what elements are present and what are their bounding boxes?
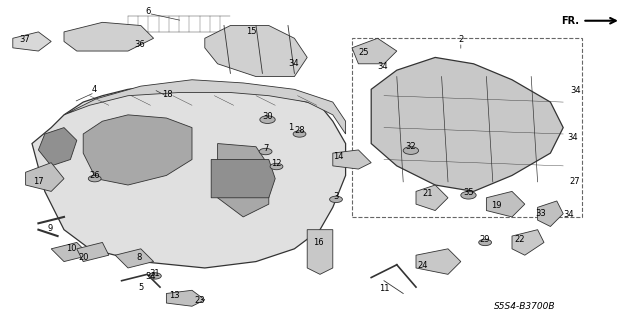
Text: 18: 18 (163, 90, 173, 99)
Text: 31: 31 (150, 269, 160, 278)
Text: 34: 34 (563, 210, 573, 219)
Polygon shape (115, 249, 154, 268)
Text: 27: 27 (570, 177, 580, 186)
Polygon shape (51, 242, 90, 262)
Polygon shape (38, 128, 77, 166)
Polygon shape (32, 86, 346, 268)
Polygon shape (352, 38, 397, 64)
Circle shape (461, 191, 476, 199)
Text: 24: 24 (417, 261, 428, 270)
Text: 32: 32 (406, 142, 416, 151)
Text: 8: 8 (137, 253, 142, 262)
Text: 34: 34 (378, 62, 388, 71)
Text: 13: 13 (169, 291, 179, 300)
Circle shape (88, 175, 101, 182)
Text: 30: 30 (262, 112, 273, 121)
Circle shape (330, 196, 342, 203)
Text: 17: 17 (33, 177, 44, 186)
Polygon shape (538, 201, 563, 226)
Bar (352, 38, 582, 217)
Text: 34: 34 (145, 272, 156, 281)
Text: 10: 10 (67, 244, 77, 253)
Text: 35: 35 (463, 188, 474, 197)
Circle shape (270, 163, 283, 170)
Text: 6: 6 (146, 7, 151, 16)
Polygon shape (13, 32, 51, 51)
Text: 1: 1 (289, 123, 294, 132)
Text: 37: 37 (19, 35, 29, 44)
Text: 7: 7 (263, 144, 268, 153)
Text: 29: 29 (480, 235, 490, 244)
Text: 28: 28 (294, 126, 305, 135)
Text: 3: 3 (333, 192, 339, 201)
Text: 21: 21 (422, 189, 433, 198)
Polygon shape (166, 290, 205, 306)
Circle shape (260, 116, 275, 123)
Text: 4: 4 (92, 85, 97, 94)
Polygon shape (64, 80, 346, 134)
Polygon shape (333, 150, 371, 169)
Text: 34: 34 (568, 133, 578, 142)
Polygon shape (486, 191, 525, 217)
Text: 36: 36 (134, 40, 145, 48)
Polygon shape (211, 160, 275, 198)
Text: FR.: FR. (561, 16, 579, 26)
Text: 20: 20 (78, 253, 88, 262)
Polygon shape (512, 230, 544, 255)
Circle shape (259, 148, 272, 155)
Circle shape (293, 131, 306, 137)
Text: 11: 11 (379, 284, 389, 293)
Text: 19: 19 (491, 201, 501, 210)
Text: 15: 15 (246, 27, 256, 36)
Text: 25: 25 (358, 48, 369, 57)
Polygon shape (371, 57, 563, 191)
Circle shape (148, 273, 161, 279)
Polygon shape (64, 22, 154, 51)
Text: 14: 14 (333, 152, 343, 161)
Text: 23: 23 (195, 296, 205, 305)
Text: 9: 9 (47, 224, 52, 233)
Polygon shape (26, 163, 64, 191)
Polygon shape (416, 249, 461, 274)
Text: 34: 34 (571, 86, 581, 95)
Text: 26: 26 (90, 171, 100, 180)
Text: 5: 5 (138, 283, 143, 292)
Polygon shape (218, 144, 269, 217)
Text: 34: 34 (288, 59, 298, 68)
Polygon shape (307, 230, 333, 274)
Circle shape (403, 147, 419, 154)
Polygon shape (205, 26, 307, 77)
Polygon shape (77, 242, 109, 262)
Text: 2: 2 (458, 35, 463, 44)
Polygon shape (416, 185, 448, 211)
Polygon shape (83, 115, 192, 185)
Text: 12: 12 (271, 159, 282, 168)
Text: S5S4-B3700B: S5S4-B3700B (494, 302, 556, 311)
Text: 22: 22 (515, 235, 525, 244)
Circle shape (479, 239, 492, 246)
Text: 33: 33 (536, 209, 546, 218)
Text: 16: 16 (314, 238, 324, 247)
